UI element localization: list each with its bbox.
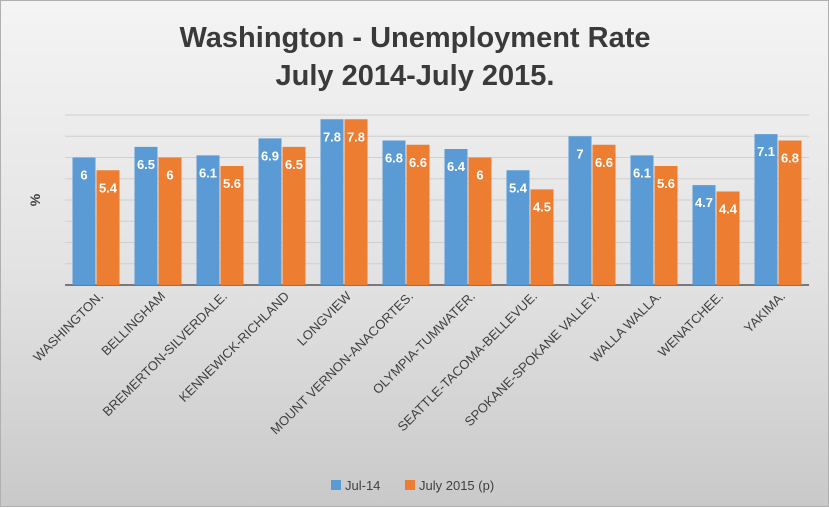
- data-label: 6.1: [199, 165, 217, 180]
- data-label: 5.6: [223, 176, 241, 191]
- data-label: 6.6: [595, 155, 613, 170]
- legend: Jul-14 July 2015 (p): [331, 478, 494, 493]
- bar-jul-2015: [220, 166, 244, 285]
- data-label: 6: [80, 168, 87, 183]
- bar-jul-2015: [96, 170, 120, 285]
- bar-jul-14: [630, 155, 654, 285]
- bar-jul-2015: [778, 140, 802, 285]
- data-label: 5.6: [657, 176, 675, 191]
- x-tick-label: WASHINGTON.: [30, 289, 106, 365]
- legend-label: July 2015 (p): [419, 478, 494, 493]
- data-label: 6.5: [137, 157, 155, 172]
- data-label: 6: [166, 168, 173, 183]
- x-tick-label: YAKIMA.: [741, 289, 788, 336]
- x-tick-label: LONGVIEW: [294, 288, 355, 349]
- data-label: 4.4: [719, 202, 738, 217]
- bar-jul-14: [506, 170, 530, 285]
- legend-swatch: [405, 480, 415, 490]
- bar-jul-14: [72, 157, 96, 285]
- bar-jul-14: [754, 134, 778, 285]
- data-label: 6.8: [781, 151, 799, 166]
- bars: [72, 119, 802, 285]
- data-labels: 6 5.4 6.5 6 6.1 5.6 6.9 6.5 7.8 7.8 6.8 6.6 6.4 6 5.4 4…: [80, 129, 799, 216]
- legend-swatch: [331, 480, 341, 490]
- data-label: 5.4: [99, 180, 118, 195]
- data-label: 7: [576, 146, 583, 161]
- x-tick-label: WENATCHEE.: [655, 289, 726, 360]
- bar-jul-2015: [282, 146, 306, 285]
- data-label: 6.9: [261, 148, 279, 163]
- bar-jul-2015: [530, 189, 554, 285]
- chart-title-line-2: July 2014-July 2015.: [276, 60, 555, 92]
- bar-jul-2015: [654, 166, 678, 285]
- bar-jul-2015: [158, 157, 182, 285]
- data-label: 6.8: [385, 151, 403, 166]
- data-label: 5.4: [509, 180, 528, 195]
- bar-jul-14: [444, 149, 468, 285]
- y-axis-label: %: [27, 193, 43, 206]
- x-tick-label: BELLINGHAM: [98, 289, 168, 359]
- legend-label: Jul-14: [345, 478, 380, 493]
- x-tick-label: BREMERTON-SILVERDALE.: [99, 289, 230, 420]
- bar-jul-2015: [344, 119, 368, 285]
- x-tick-label: KENNEWICK-RICHLAND: [176, 289, 292, 405]
- bar-jul-14: [320, 119, 344, 285]
- bar-jul-2015: [468, 157, 492, 285]
- data-label: 4.5: [533, 199, 551, 214]
- bar-jul-14: [382, 140, 406, 285]
- chart-title-line-1: Washington - Unemployment Rate: [180, 22, 651, 54]
- data-label: 6.6: [409, 155, 427, 170]
- data-label: 6.1: [633, 165, 651, 180]
- bar-jul-14: [134, 146, 158, 285]
- data-label: 7.8: [323, 129, 341, 144]
- bar-jul-14: [568, 136, 592, 285]
- data-label: 4.7: [695, 195, 713, 210]
- bar-jul-2015: [406, 144, 430, 285]
- bar-jul-14: [196, 155, 220, 285]
- bar-jul-14: [258, 138, 282, 285]
- bar-jul-2015: [592, 144, 616, 285]
- bar-jul-2015: [716, 191, 740, 285]
- x-tick-label: SPOKANE-SPOKANE VALLEY.: [462, 289, 603, 430]
- data-label: 7.1: [757, 144, 775, 159]
- data-label: 7.8: [347, 129, 365, 144]
- x-tick-label: OLYMPIA-TUMWATER.: [370, 289, 478, 397]
- data-label: 6.5: [285, 157, 303, 172]
- data-label: 6.4: [447, 159, 466, 174]
- x-axis-tick-labels: WASHINGTON.BELLINGHAMBREMERTON-SILVERDAL…: [30, 288, 788, 437]
- data-label: 6: [476, 168, 483, 183]
- gridlines: [65, 114, 809, 286]
- bar-jul-14: [692, 185, 716, 285]
